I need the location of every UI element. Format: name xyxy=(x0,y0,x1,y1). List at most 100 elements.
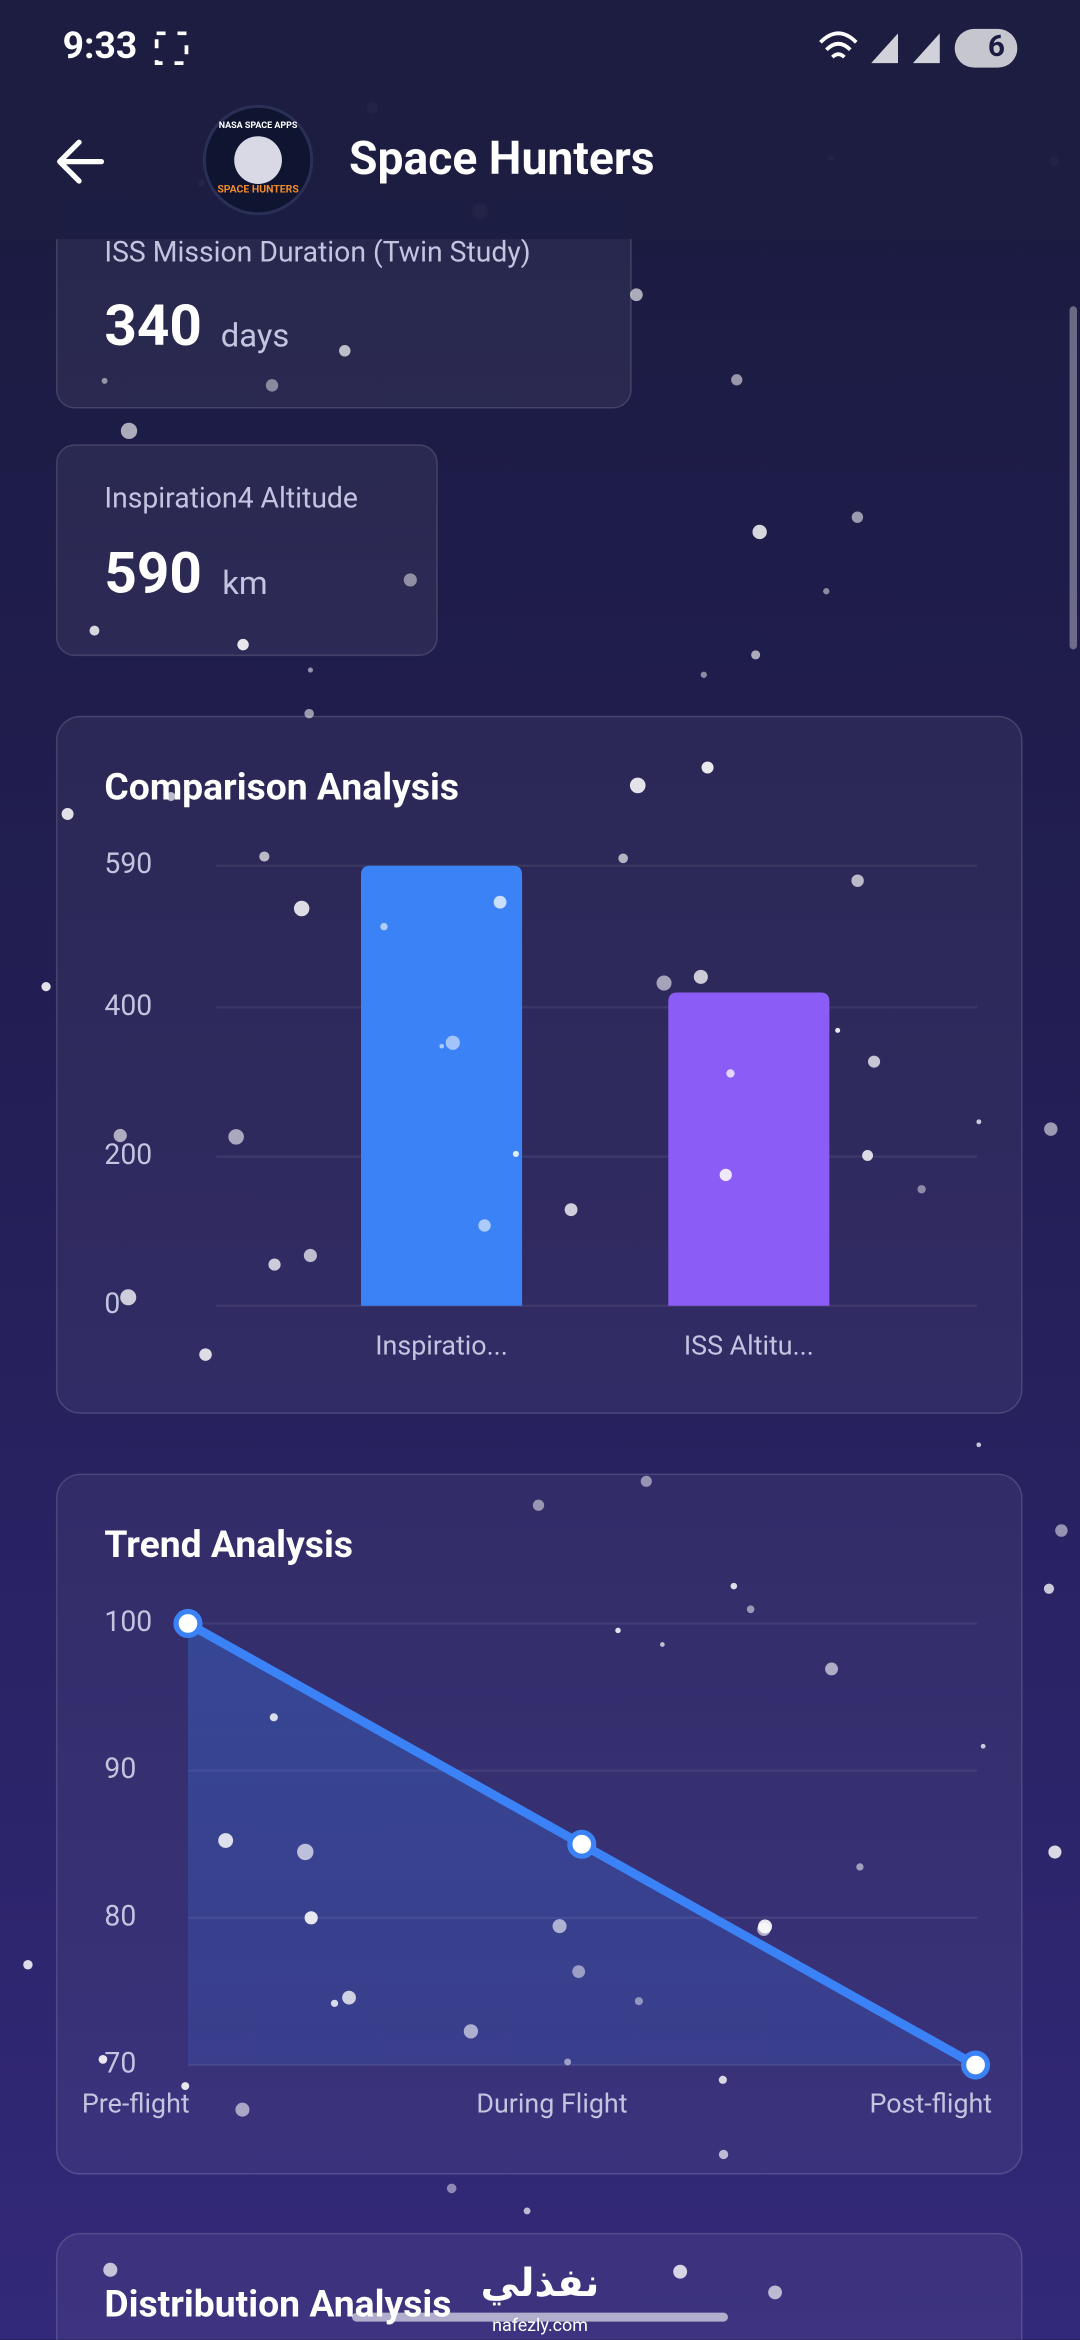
star xyxy=(634,1997,643,2006)
chart-card xyxy=(55,2232,1023,2340)
star xyxy=(98,2055,108,2064)
star xyxy=(1055,1524,1068,1537)
star xyxy=(825,1662,838,1676)
star xyxy=(199,1348,212,1361)
star xyxy=(1044,1122,1058,1136)
scrollbar xyxy=(1069,306,1078,650)
star xyxy=(445,1035,460,1050)
chart-title: Trend Analysis xyxy=(104,1523,353,1567)
logo-text: SPACE HUNTERS xyxy=(217,183,299,196)
star xyxy=(228,1129,244,1145)
star xyxy=(629,777,646,794)
y-tick-label: 90 xyxy=(104,1752,136,1785)
x-tick-label: ISS Altitu... xyxy=(684,1330,814,1362)
bar xyxy=(668,992,830,1306)
clock: 9:33 xyxy=(63,24,138,68)
star xyxy=(339,345,351,357)
y-tick-label: 80 xyxy=(104,1899,136,1932)
star xyxy=(719,1168,732,1182)
star xyxy=(718,2149,729,2160)
star xyxy=(917,1185,926,1194)
star xyxy=(700,671,707,678)
star xyxy=(1043,1583,1055,1594)
star xyxy=(673,2264,688,2279)
star xyxy=(976,1442,982,1448)
back-button[interactable] xyxy=(57,139,105,184)
y-tick-label: 70 xyxy=(104,2047,136,2080)
star xyxy=(618,853,628,864)
star xyxy=(439,1043,444,1049)
home-indicator[interactable] xyxy=(352,2312,728,2322)
screenshot-icon xyxy=(154,31,189,66)
star xyxy=(856,1863,864,1871)
stat-label: Inspiration4 Altitude xyxy=(104,482,358,515)
star xyxy=(630,288,643,302)
stat-value: 590 xyxy=(104,540,202,607)
stat-card xyxy=(55,444,438,657)
star xyxy=(768,2285,782,2300)
star xyxy=(512,1150,519,1157)
star xyxy=(758,1919,773,1934)
x-tick-label: Post-flight xyxy=(870,2087,993,2119)
star xyxy=(237,638,249,651)
star xyxy=(380,922,388,931)
y-tick-label: 200 xyxy=(104,1138,152,1171)
star xyxy=(303,1248,317,1263)
y-tick-label: 590 xyxy=(104,847,152,880)
star xyxy=(564,2058,572,2066)
star xyxy=(718,2075,727,2084)
star xyxy=(726,1069,735,1078)
battery-icon xyxy=(954,28,1018,68)
star xyxy=(297,1843,314,1861)
star xyxy=(304,708,314,719)
star xyxy=(307,667,313,673)
star xyxy=(269,1713,278,1722)
star xyxy=(835,1027,841,1033)
x-tick-label: Inspiratio... xyxy=(375,1330,508,1362)
star xyxy=(693,969,708,984)
chart-title: Comparison Analysis xyxy=(104,765,459,809)
star xyxy=(731,374,743,386)
logo-emblem xyxy=(234,136,282,184)
stat-unit: km xyxy=(222,565,267,603)
star xyxy=(532,1499,545,1511)
star xyxy=(552,1919,567,1934)
star xyxy=(851,511,864,523)
star xyxy=(823,588,830,595)
star xyxy=(1048,1845,1062,1859)
star xyxy=(564,1203,578,1217)
signal-icon xyxy=(912,33,940,64)
stat-value: 340 xyxy=(104,292,202,359)
star xyxy=(89,625,100,636)
star xyxy=(403,573,417,587)
signal-icon xyxy=(871,33,899,64)
status-bar: 9:33 6 xyxy=(63,24,1018,68)
wifi-icon xyxy=(819,31,858,59)
star xyxy=(446,2183,457,2194)
star xyxy=(218,1833,234,1848)
star xyxy=(103,2262,118,2277)
battery-level: 6 xyxy=(988,29,1005,64)
star xyxy=(166,792,176,802)
star xyxy=(572,1965,586,1979)
star xyxy=(181,2082,190,2091)
star xyxy=(851,874,864,887)
star xyxy=(120,1289,137,1306)
x-tick-label: During Flight xyxy=(476,2087,627,2119)
watermark-logo: نفذلي xyxy=(481,2261,600,2306)
star xyxy=(730,1582,738,1590)
star xyxy=(330,1999,339,2008)
charts: 0 200 400 590 Inspiratio... ISS Altitu... 70 80… xyxy=(82,847,992,2119)
star xyxy=(235,2102,250,2117)
star xyxy=(615,1627,621,1634)
star xyxy=(101,377,108,384)
star xyxy=(751,650,761,660)
bar xyxy=(360,865,523,1306)
point xyxy=(961,2050,991,2080)
star xyxy=(862,1150,874,1161)
app-bar-background[interactable] xyxy=(0,0,1080,240)
star xyxy=(293,900,310,917)
star xyxy=(660,1642,665,1647)
star xyxy=(478,1219,491,1232)
